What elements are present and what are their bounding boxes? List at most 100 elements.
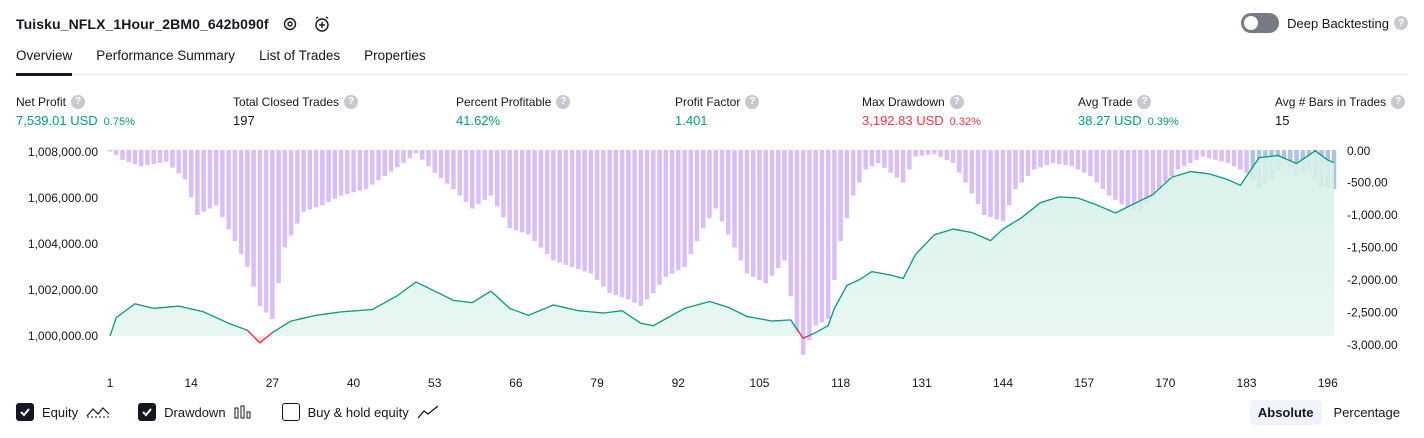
drawdown-bar bbox=[320, 150, 325, 206]
x-axis-label: 27 bbox=[266, 376, 280, 390]
drawdown-bar bbox=[975, 150, 981, 205]
drawdown-bar bbox=[432, 150, 437, 173]
add-alert-clock-icon[interactable] bbox=[311, 13, 333, 35]
legend-drawdown[interactable]: Drawdown bbox=[138, 403, 253, 421]
drawdown-bar bbox=[644, 150, 650, 300]
metric-label: Avg # Bars in Trades bbox=[1275, 94, 1387, 109]
drawdown-bar bbox=[663, 150, 669, 277]
absolute-button[interactable]: Absolute bbox=[1249, 400, 1322, 425]
drawdown-bar bbox=[1056, 150, 1062, 165]
drawdown-bar bbox=[994, 150, 1000, 220]
drawdown-bar bbox=[213, 150, 219, 206]
metric-avg-bars-in-trades: Avg # Bars in Trades? 15 bbox=[1275, 94, 1406, 128]
drawdown-bar bbox=[626, 150, 631, 300]
strategy-title: Tuisku_NFLX_1Hour_2BM0_642b090f bbox=[16, 16, 269, 32]
drawdown-bar bbox=[363, 150, 369, 189]
legend-equity[interactable]: Equity bbox=[16, 403, 110, 421]
drawdown-bar bbox=[120, 150, 125, 160]
drawdown-bar bbox=[907, 150, 912, 170]
drawdown-bar bbox=[226, 150, 231, 230]
info-icon[interactable]: ? bbox=[745, 94, 760, 109]
drawdown-bar bbox=[1000, 150, 1006, 222]
drawdown-bar bbox=[638, 150, 644, 306]
info-icon[interactable]: ? bbox=[344, 94, 359, 109]
drawdown-bar bbox=[1038, 150, 1043, 168]
info-icon[interactable]: ? bbox=[1391, 94, 1406, 109]
drawdown-bar bbox=[694, 150, 700, 241]
drawdown-bar bbox=[1188, 150, 1193, 163]
drawdown-bar bbox=[782, 150, 787, 261]
info-icon[interactable]: ? bbox=[949, 94, 964, 109]
buy-hold-checkbox[interactable] bbox=[281, 403, 300, 421]
drawdown-bar bbox=[1131, 150, 1137, 211]
drawdown-bar bbox=[288, 150, 294, 236]
legend-label: Drawdown bbox=[164, 404, 226, 420]
tab-list-of-trades[interactable]: List of Trades bbox=[259, 48, 341, 63]
drawdown-bar bbox=[501, 150, 506, 218]
drawdown-bar bbox=[351, 150, 356, 193]
deep-backtesting-toggle[interactable] bbox=[1241, 13, 1280, 33]
drawdown-bar bbox=[707, 150, 712, 219]
info-icon[interactable]: ? bbox=[71, 94, 86, 109]
drawdown-bar bbox=[1194, 150, 1199, 160]
right-axis-label: -500.00 bbox=[1347, 176, 1388, 190]
drawdown-bar bbox=[1025, 150, 1031, 176]
equity-loss-segment bbox=[796, 328, 804, 339]
drawdown-bar bbox=[388, 150, 394, 172]
drawdown-bar bbox=[651, 150, 656, 293]
drawdown-checkbox[interactable] bbox=[138, 403, 157, 421]
tab-bar: Overview Performance Summary List of Tra… bbox=[16, 48, 450, 76]
drawdown-bar bbox=[557, 150, 562, 263]
tabs-divider bbox=[16, 73, 1408, 76]
drawdown-bar bbox=[875, 150, 881, 163]
drawdown-bar bbox=[232, 150, 238, 241]
metric-value: 1.401 bbox=[675, 113, 708, 128]
drawdown-bar bbox=[1044, 150, 1049, 166]
drawdown-bar bbox=[463, 150, 469, 202]
settings-gear-icon[interactable] bbox=[279, 13, 301, 35]
legend-buy-hold[interactable]: Buy & hold equity bbox=[281, 403, 439, 421]
equity-loss-segment bbox=[802, 334, 810, 339]
drawdown-bar bbox=[220, 150, 225, 218]
drawdown-bar bbox=[282, 150, 288, 248]
drawdown-bar bbox=[426, 150, 431, 167]
drawdown-bar bbox=[913, 150, 918, 157]
metrics-row: Net Profit? 7,539.01 USD 0.75% Total Clos… bbox=[16, 94, 1416, 130]
metric-percent: 0.32% bbox=[949, 116, 981, 128]
drawdown-bar bbox=[800, 150, 806, 355]
tab-performance-summary[interactable]: Performance Summary bbox=[96, 48, 236, 63]
equity-loss-segment bbox=[246, 329, 255, 338]
drawdown-bar bbox=[619, 150, 625, 298]
drawdown-bar bbox=[132, 150, 138, 165]
drawdown-bar bbox=[251, 150, 256, 287]
metric-total-closed-trades: Total Closed Trades? 197 bbox=[233, 94, 359, 128]
x-axis-label: 157 bbox=[1074, 376, 1094, 390]
drawdown-bar bbox=[1069, 150, 1074, 167]
drawdown-bar bbox=[857, 150, 862, 183]
tab-overview[interactable]: Overview bbox=[16, 48, 73, 76]
drawdown-bar bbox=[563, 150, 569, 265]
drawdown-bar bbox=[850, 150, 856, 196]
help-icon[interactable]: ? bbox=[1394, 16, 1408, 30]
drawdown-bar bbox=[950, 150, 956, 163]
drawdown-bar bbox=[982, 150, 987, 215]
drawdown-bar bbox=[270, 150, 275, 319]
drawdown-bar bbox=[863, 150, 868, 170]
info-icon[interactable]: ? bbox=[556, 94, 571, 109]
tab-properties[interactable]: Properties bbox=[364, 48, 426, 63]
x-axis-label: 40 bbox=[347, 376, 361, 390]
equity-checkbox[interactable] bbox=[16, 403, 34, 421]
drawdown-bar bbox=[138, 150, 144, 167]
drawdown-bar bbox=[107, 150, 113, 152]
drawdown-bar bbox=[888, 150, 893, 173]
buy-hold-line-icon bbox=[417, 405, 439, 419]
drawdown-bar bbox=[307, 150, 313, 210]
drawdown-bar bbox=[513, 150, 519, 231]
drawdown-bar bbox=[519, 150, 525, 233]
percentage-button[interactable]: Percentage bbox=[1333, 405, 1401, 420]
x-axis-label: 53 bbox=[428, 376, 442, 390]
x-axis-label: 144 bbox=[993, 376, 1013, 390]
metric-avg-trade: Avg Trade? 38.27 USD 0.39% bbox=[1078, 94, 1179, 128]
drawdown-bar bbox=[257, 150, 263, 306]
info-icon[interactable]: ? bbox=[1137, 94, 1152, 109]
